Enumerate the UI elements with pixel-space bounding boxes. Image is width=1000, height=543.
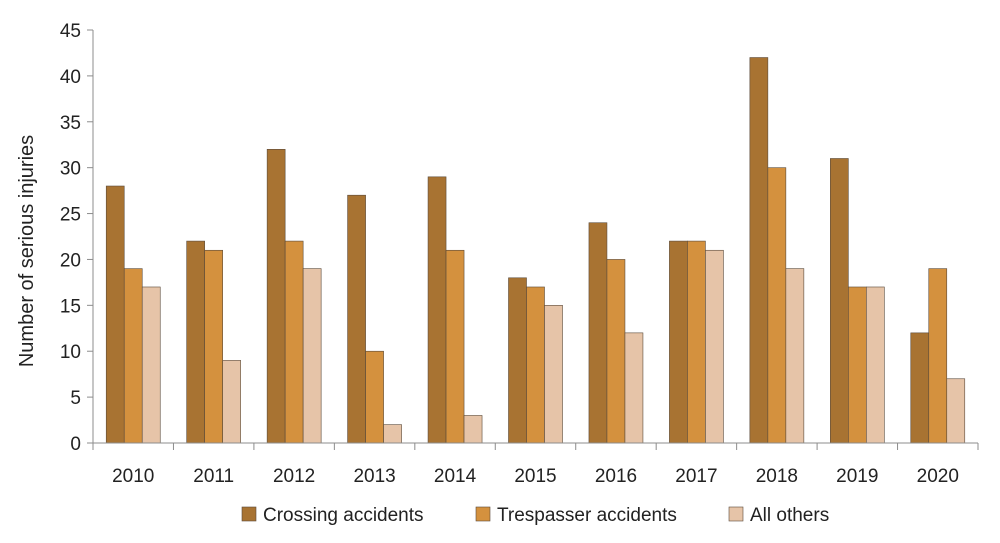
bar-2012-series-2 <box>302 268 322 444</box>
y-tick-label: 35 <box>60 113 81 134</box>
bar-2014-series-2 <box>463 415 483 444</box>
x-tick-label: 2016 <box>595 466 637 487</box>
bar-2012-series-0 <box>266 149 286 444</box>
y-tick-label: 10 <box>60 342 81 363</box>
x-tick-label: 2015 <box>514 466 556 487</box>
bar-2018-series-0 <box>749 57 769 444</box>
x-tick-label: 2020 <box>917 466 959 487</box>
y-tick-label: 0 <box>70 434 81 455</box>
bar-2016-series-2 <box>624 332 644 444</box>
bar-2011-series-0 <box>186 240 205 444</box>
bar-2017-series-1 <box>687 240 706 444</box>
legend-swatch <box>241 506 257 522</box>
x-tick-label: 2013 <box>353 466 395 487</box>
y-tick-label: 15 <box>60 296 81 317</box>
legend-label: Trespasser accidents <box>497 505 677 526</box>
bar-2011-series-1 <box>204 249 223 444</box>
y-tick-label: 30 <box>60 159 81 180</box>
bar-2016-series-0 <box>588 222 608 444</box>
bar-2015-series-0 <box>508 277 527 444</box>
y-tick-label: 40 <box>60 67 81 88</box>
bar-2011-series-2 <box>222 360 241 444</box>
bar-2019-series-2 <box>866 286 885 444</box>
legend: Crossing accidents Trespasser accidents Al… <box>241 505 829 526</box>
bar-2015-series-1 <box>526 286 545 444</box>
y-tick-label: 20 <box>60 250 81 271</box>
x-tick-label: 2012 <box>273 466 315 487</box>
bar-2012-series-1 <box>284 240 304 444</box>
y-axis-title: Number of serious injuries <box>16 135 38 367</box>
bar-2010-series-2 <box>141 286 161 444</box>
bar-2010-series-1 <box>123 268 143 444</box>
y-tick-label: 25 <box>60 205 81 226</box>
bar-2015-series-2 <box>544 305 563 444</box>
bar-2020-series-2 <box>946 378 966 444</box>
x-ticks: 2010 2011 2012 2013 2014 2015 2016 2017 2018 2019… <box>92 443 979 487</box>
bar-2010-series-0 <box>105 185 125 444</box>
bar-2019-series-1 <box>848 286 867 444</box>
bar-2013-series-0 <box>347 194 366 444</box>
bar-2020-series-1 <box>928 268 948 444</box>
axes <box>92 30 978 444</box>
bar-2020-series-0 <box>910 332 930 444</box>
bar-2018-series-2 <box>785 268 805 444</box>
x-tick-label: 2019 <box>836 466 878 487</box>
bar-2019-series-0 <box>830 158 849 444</box>
bars <box>105 57 966 444</box>
bar-2014-series-1 <box>445 249 465 444</box>
bar-2017-series-0 <box>669 240 688 444</box>
y-tick-label: 45 <box>60 21 81 42</box>
bar-2014-series-0 <box>427 176 447 444</box>
x-tick-label: 2017 <box>675 466 717 487</box>
legend-label: All others <box>750 505 829 526</box>
legend-label: Crossing accidents <box>263 505 424 526</box>
y-ticks: 0 5 10 15 20 25 30 35 40 45 <box>60 21 93 455</box>
x-tick-label: 2018 <box>756 466 798 487</box>
legend-swatch <box>475 506 491 522</box>
x-tick-label: 2011 <box>193 466 234 487</box>
bar-2017-series-2 <box>705 249 724 444</box>
bar-2018-series-1 <box>767 167 787 444</box>
x-tick-label: 2014 <box>434 466 477 487</box>
x-tick-label: 2010 <box>112 466 154 487</box>
bar-2013-series-2 <box>383 424 402 444</box>
legend-swatch <box>728 506 744 522</box>
y-tick-label: 5 <box>70 388 81 409</box>
bar-2013-series-1 <box>365 350 384 444</box>
bar-2016-series-1 <box>606 259 626 444</box>
